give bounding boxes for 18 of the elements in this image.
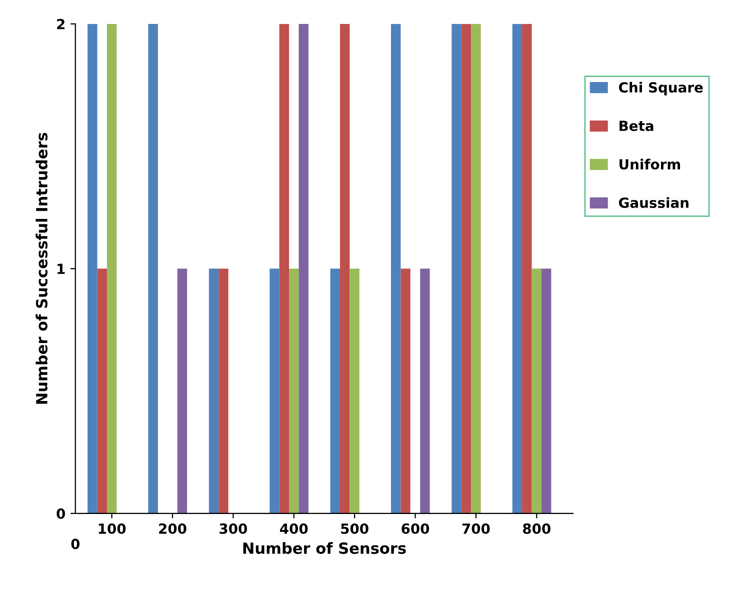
y-tick-label: 1 (58, 264, 65, 274)
legend-label: Beta (620, 120, 654, 132)
legend-label: Gaussian (618, 197, 688, 208)
y-tick-label: 2 (57, 18, 64, 30)
x-tick-label: 700 (462, 523, 490, 534)
legend-label: Uniform (620, 158, 680, 170)
legend-label: Chi Square (618, 82, 703, 96)
text: 0 (71, 538, 80, 550)
x-axis-title: Number of Sensors (243, 542, 406, 554)
y-tick-label: 0 (56, 508, 66, 519)
x-tick-label: 600 (402, 523, 430, 534)
x-tick-label: 200 (159, 523, 186, 534)
y-axis-title: Number of Successful Intruders (36, 132, 48, 404)
x-tick-label: 300 (220, 523, 248, 534)
x-tick-label: 100 (98, 523, 126, 534)
x-tick-label: 800 (522, 523, 550, 534)
x-tick-label: 500 (341, 523, 368, 534)
x-tick-label: 400 (280, 523, 308, 534)
